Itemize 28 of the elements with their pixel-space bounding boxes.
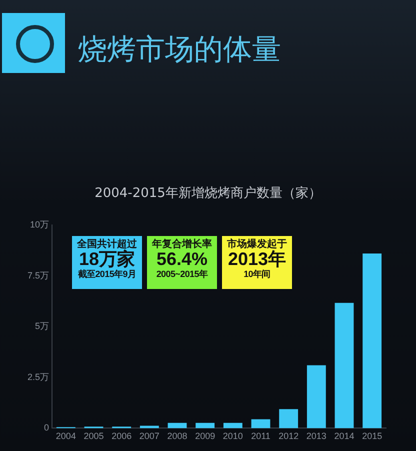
x-tick-label: 2008 (167, 431, 188, 442)
annotation: 全国共计超过 (76, 239, 138, 250)
x-tick-label: 2009 (195, 431, 216, 442)
x-tick-label: 2005 (84, 431, 104, 442)
x-tick-label: 2006 (112, 431, 132, 442)
x-tick-label: 2011 (251, 431, 270, 442)
y-tick-label: 0 (44, 422, 49, 433)
x-tick-label: 2004 (56, 431, 76, 442)
annotation: 18万家 (78, 249, 136, 269)
y-tick-label: 7.5万 (27, 270, 49, 280)
x-tick-label: 2012 (278, 431, 299, 442)
annotation: 市场爆发起于 (226, 239, 288, 250)
annotation: 截至2015年9月 (76, 268, 138, 280)
x-tick-label: 2014 (334, 431, 354, 442)
chart-title: 烧烤市场的体量 (78, 31, 281, 68)
annotation: 56.4% (155, 249, 209, 270)
annotation: 2013年 (226, 249, 288, 270)
y-tick-label: 10万 (30, 219, 49, 230)
y-tick-label: 5万 (34, 321, 49, 332)
x-tick-label: 2010 (222, 431, 243, 442)
annotation: 10年间 (242, 268, 272, 280)
y-tick-label: 2.5万 (27, 372, 49, 382)
x-tick-label: 2015 (362, 431, 382, 442)
annotation: 年复合增长率 (150, 239, 213, 250)
chart-subtitle: 2004-2015年新增烧烤商户数量（家） (94, 185, 322, 202)
annotation: 2005~2015年 (155, 268, 209, 280)
x-tick-label: 2007 (139, 431, 160, 442)
x-tick-label: 2013 (306, 431, 326, 442)
